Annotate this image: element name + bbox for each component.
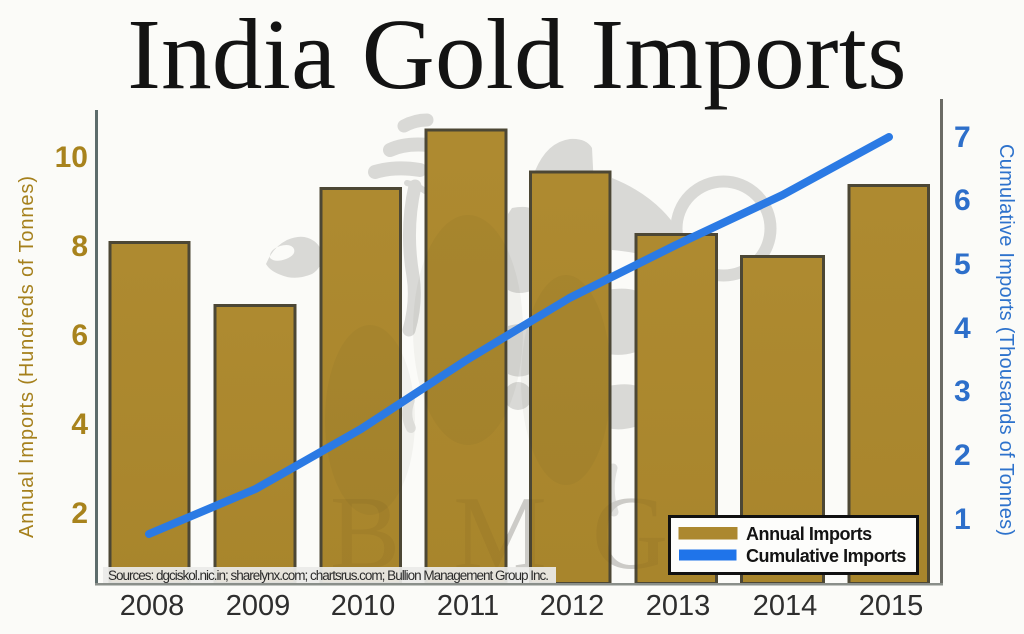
svg-text:5: 5 <box>954 248 971 281</box>
svg-text:2013: 2013 <box>646 590 711 622</box>
svg-text:6: 6 <box>71 319 88 352</box>
svg-text:4: 4 <box>71 408 88 441</box>
svg-text:1: 1 <box>954 503 971 536</box>
svg-text:2012: 2012 <box>540 590 605 622</box>
svg-text:Annual Imports (Hundreds of To: Annual Imports (Hundreds of Tonnes) <box>16 176 38 538</box>
svg-text:2: 2 <box>954 439 971 472</box>
svg-text:4: 4 <box>954 312 971 345</box>
svg-text:2008: 2008 <box>120 590 185 622</box>
svg-text:8: 8 <box>71 230 88 263</box>
svg-text:10: 10 <box>55 141 88 174</box>
svg-text:2: 2 <box>71 497 88 530</box>
svg-text:India Gold Imports: India Gold Imports <box>127 0 907 110</box>
svg-text:2009: 2009 <box>226 590 291 622</box>
svg-text:G: G <box>592 474 668 591</box>
svg-text:Annual Imports: Annual Imports <box>746 524 872 544</box>
svg-text:2015: 2015 <box>859 590 924 622</box>
svg-text:2011: 2011 <box>437 590 499 622</box>
svg-text:3: 3 <box>954 375 971 408</box>
svg-text:7: 7 <box>954 121 971 154</box>
svg-text:Cumulative Imports: Cumulative Imports <box>746 546 906 566</box>
svg-text:Cumulative Imports (Thousands: Cumulative Imports (Thousands of Tonnes) <box>995 144 1017 536</box>
svg-text:2014: 2014 <box>753 590 818 622</box>
svg-text:2010: 2010 <box>331 590 396 622</box>
svg-text:Sources: dgciskol.nic.in; shar: Sources: dgciskol.nic.in; sharelynx.com;… <box>108 568 549 583</box>
svg-text:6: 6 <box>954 184 971 217</box>
